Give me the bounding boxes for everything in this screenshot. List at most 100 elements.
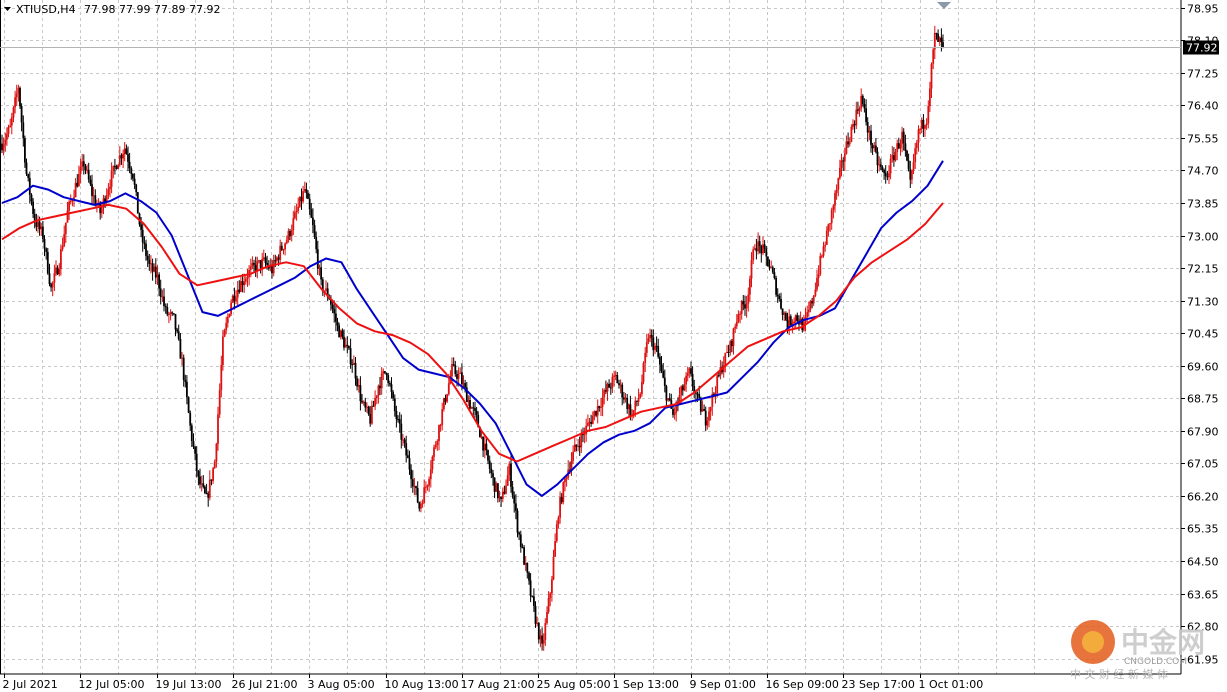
candle — [760, 244, 763, 263]
candle-body — [699, 397, 702, 412]
candle-body — [562, 482, 565, 503]
candle-body — [639, 394, 642, 398]
candle-body — [825, 230, 828, 245]
candle — [572, 445, 574, 465]
candle — [222, 329, 224, 371]
candle — [793, 317, 795, 330]
candle — [560, 493, 563, 505]
candle-body — [420, 503, 422, 509]
candle-body — [320, 267, 322, 280]
candle — [605, 380, 607, 394]
candle-body — [310, 209, 313, 218]
candle-body — [19, 87, 21, 107]
candle — [647, 333, 650, 345]
candle — [231, 294, 234, 304]
candle — [562, 481, 565, 505]
candle-body — [477, 414, 480, 428]
candle-body — [96, 204, 98, 206]
chart-shift-marker[interactable] — [937, 2, 951, 9]
candle — [922, 114, 925, 137]
candle — [860, 88, 863, 112]
candle-body — [577, 445, 579, 447]
candle — [402, 434, 404, 446]
candle — [708, 407, 710, 428]
candle — [297, 197, 300, 214]
candle-body — [662, 370, 665, 378]
candle-body — [937, 33, 939, 42]
candle-body — [655, 345, 658, 347]
candle-body — [408, 458, 411, 470]
candle-body — [660, 364, 663, 371]
candle — [616, 372, 619, 384]
candle-body — [285, 239, 288, 244]
candle-body — [812, 295, 815, 304]
candle — [130, 166, 133, 180]
candle-body — [832, 205, 835, 210]
candle — [685, 372, 687, 392]
candle-body — [190, 425, 193, 442]
candle — [519, 530, 522, 553]
candle — [290, 224, 293, 242]
candle-body — [641, 381, 643, 395]
candle-body — [348, 346, 350, 349]
candle — [824, 241, 827, 252]
candle — [735, 314, 738, 330]
candle-body — [92, 195, 95, 197]
candle-body — [839, 167, 841, 179]
candle — [858, 106, 861, 117]
candle — [843, 147, 846, 171]
candle — [179, 333, 182, 359]
candle — [639, 392, 642, 399]
candle-body — [303, 189, 306, 192]
x-tick-label: 10 Aug 13:00 — [385, 678, 459, 691]
candle — [691, 366, 694, 391]
candle — [896, 139, 899, 161]
candle — [546, 606, 548, 625]
candle — [349, 338, 352, 369]
candle — [601, 388, 604, 417]
candle — [654, 342, 656, 355]
candle — [153, 263, 156, 273]
candle-body — [591, 415, 594, 424]
candle — [48, 263, 51, 287]
candle-body — [179, 339, 182, 359]
candle — [812, 295, 815, 307]
candle-body — [590, 421, 592, 424]
candle — [752, 246, 755, 265]
candle-body — [598, 406, 601, 408]
candle — [100, 201, 103, 219]
candle-body — [71, 200, 74, 202]
candle — [19, 86, 21, 109]
candle — [644, 347, 647, 372]
candle-body — [724, 352, 727, 366]
candle-body — [295, 210, 298, 213]
candle-body — [470, 407, 473, 409]
candle — [76, 174, 79, 188]
candle — [305, 182, 308, 199]
candle — [662, 363, 665, 379]
dropdown-arrow-icon[interactable] — [4, 7, 11, 11]
candle — [462, 375, 465, 388]
candle — [74, 178, 77, 198]
candle-body — [533, 596, 535, 606]
candle — [68, 200, 70, 220]
candle — [881, 165, 884, 173]
candle-body — [374, 398, 376, 406]
candle-body — [166, 307, 169, 315]
candle-body — [897, 143, 900, 149]
candle-body — [498, 496, 501, 499]
candle-body — [695, 392, 697, 394]
candle — [870, 124, 872, 153]
candle-body — [305, 189, 308, 193]
candle — [97, 198, 100, 207]
candle-body — [681, 386, 684, 391]
candle — [285, 235, 288, 245]
candle-body — [865, 108, 867, 122]
candle-body — [668, 398, 671, 400]
candle — [356, 375, 358, 391]
candle-body — [194, 446, 196, 454]
candle-body — [580, 434, 583, 448]
candle-body — [94, 195, 97, 205]
candle-body — [840, 160, 843, 168]
